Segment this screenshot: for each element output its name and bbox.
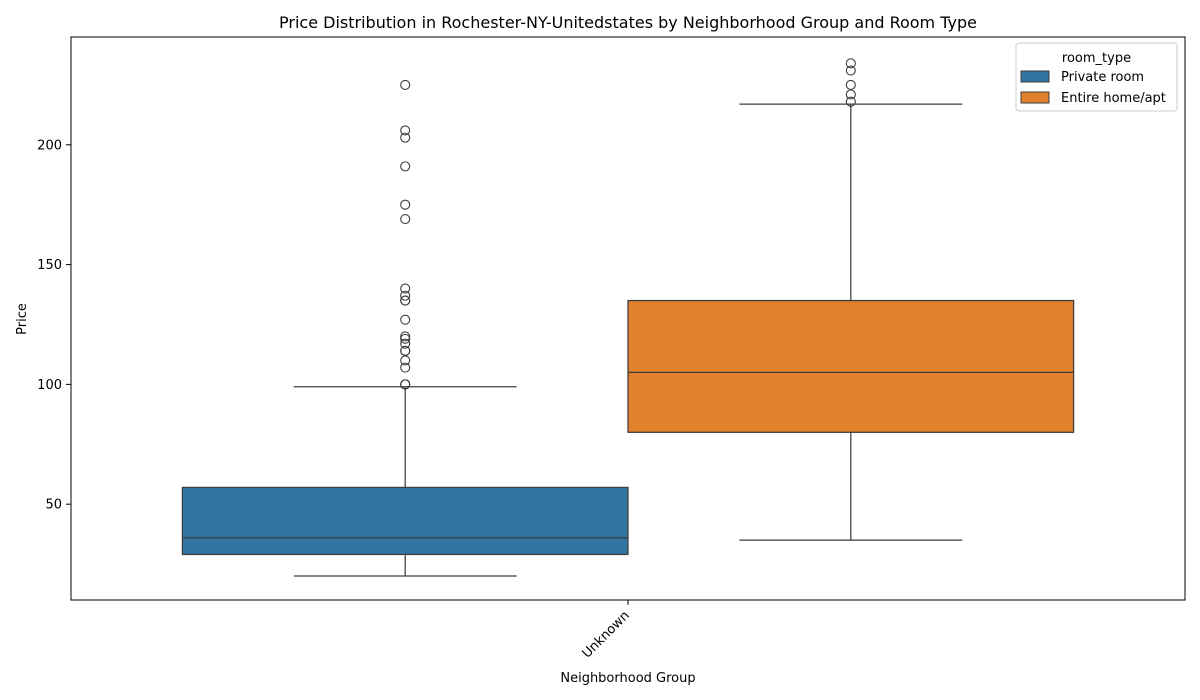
legend-entry-label: Entire home/apt [1061, 91, 1166, 106]
y-tick-label: 150 [37, 258, 62, 273]
outlier-point [400, 290, 411, 301]
legend-swatch [1020, 70, 1050, 83]
outlier-point [400, 379, 411, 390]
outlier-point [400, 161, 411, 172]
outlier-point [400, 283, 411, 294]
y-tick-label: 50 [45, 498, 62, 513]
outlier-point [400, 338, 411, 349]
x-axis-label: Neighborhood Group [560, 671, 695, 686]
legend-swatch [1020, 91, 1050, 104]
outlier-point [400, 362, 411, 373]
outlier-point [400, 331, 411, 342]
outlier-point [400, 355, 411, 366]
box-iqr [627, 299, 1075, 433]
outlier-point [400, 79, 411, 90]
outlier-point [400, 125, 411, 136]
outlier-point [400, 214, 411, 225]
legend-entry-label: Private room [1061, 70, 1144, 85]
box-private-room [181, 79, 629, 577]
legend-frame [1015, 42, 1178, 112]
y-tick-label: 200 [37, 138, 62, 153]
box-entire-home-apt [627, 58, 1075, 541]
outlier-point [845, 79, 856, 90]
outlier-point [400, 345, 411, 356]
outlier-point [400, 314, 411, 325]
y-axis-label: Price [15, 303, 30, 335]
x-tick-label: Unknown [580, 608, 633, 661]
box-groups [181, 58, 1075, 577]
outlier-point [845, 65, 856, 76]
chart-title: Price Distribution in Rochester-NY-Unite… [279, 13, 977, 32]
y-tick-label: 100 [37, 378, 62, 393]
outlier-point [400, 199, 411, 210]
outlier-point [400, 295, 411, 306]
legend: room_type Private room Entire home/apt [1015, 42, 1178, 112]
y-axis: 50 100 150 200 [37, 138, 71, 513]
x-axis: Unknown [580, 600, 633, 662]
outlier-point [400, 132, 411, 143]
outlier-point [845, 58, 856, 69]
outlier-point [845, 89, 856, 100]
outlier-point [400, 333, 411, 344]
outlier-point [845, 96, 856, 107]
legend-title: room_type [1062, 51, 1131, 66]
box-iqr [181, 486, 629, 556]
